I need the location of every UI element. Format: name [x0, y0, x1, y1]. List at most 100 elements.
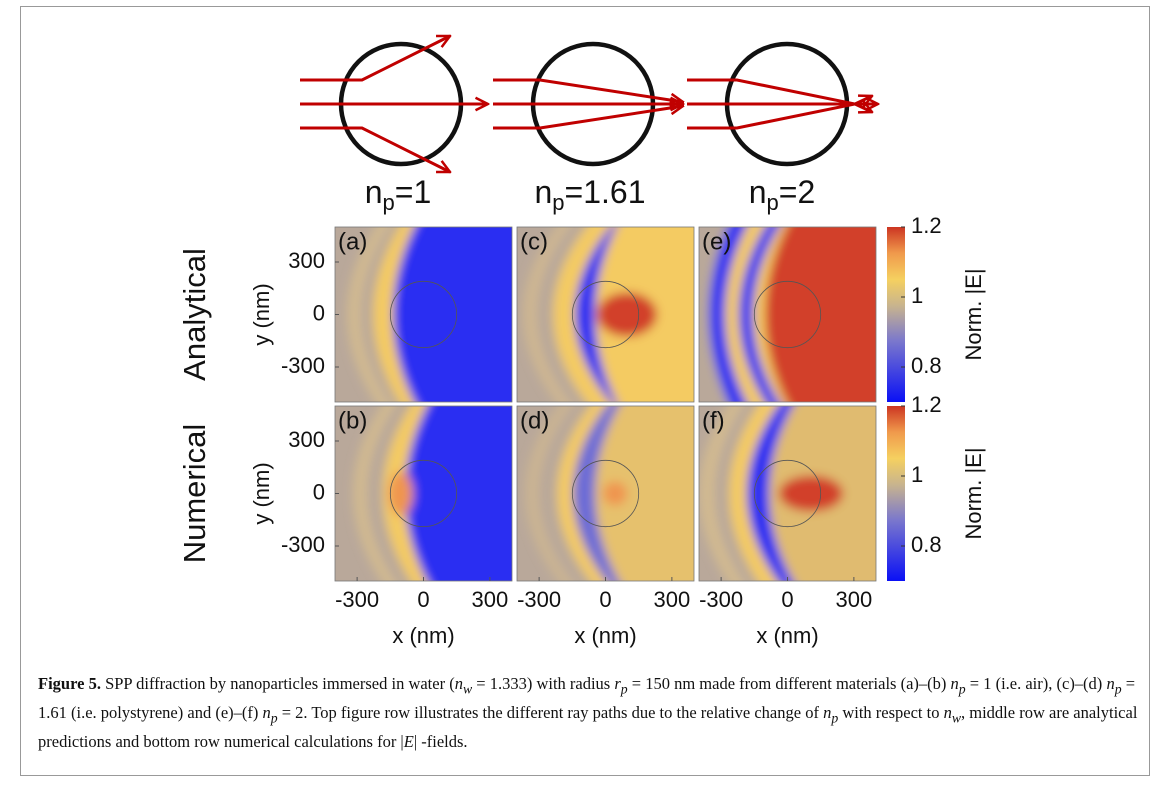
caption-text: p	[958, 681, 966, 697]
ray-label-eq: =2	[779, 174, 815, 210]
y-tick-label: 300	[288, 248, 325, 273]
ray-label: np=1.61	[534, 174, 645, 214]
heatmap	[335, 227, 512, 402]
caption-text: w	[462, 681, 473, 697]
caption-text: = 2. Top figure row illustrates the diff…	[277, 702, 824, 722]
ray-label-sub: p	[767, 190, 779, 215]
field-band	[405, 406, 512, 581]
colorbar-tick-label: 1	[911, 283, 923, 308]
colorbar	[887, 406, 905, 581]
panel-border	[698, 226, 877, 403]
caption-text: SPP diffraction by nanoparticles immerse…	[100, 674, 455, 693]
x-tick-label: -300	[335, 587, 379, 612]
caption-text: = 1.333) with radius	[472, 674, 615, 693]
field-blob	[779, 284, 876, 345]
field-blob	[603, 481, 627, 506]
ray	[300, 126, 450, 174]
heatmap-bands	[699, 406, 876, 581]
caption-text: = 1 (i.e. air), (c)–(d)	[965, 674, 1107, 693]
ray	[493, 106, 683, 130]
colorbar-tick-label: 0.8	[911, 532, 942, 557]
colorbar	[887, 227, 905, 402]
heatmap	[699, 406, 876, 581]
field-blob	[407, 284, 487, 345]
heatmap-bands	[353, 406, 512, 581]
panel-letter: (a)	[338, 228, 367, 255]
caption-text: n	[262, 702, 271, 722]
colorbar-label: Norm. |E|	[961, 447, 986, 539]
colorbar-tick-label: 1	[911, 462, 923, 487]
caption-text: , middle row are analytical predictions …	[38, 702, 1138, 751]
y-tick-label: 0	[313, 300, 325, 325]
heatmap	[517, 227, 694, 402]
panel-letter: (f)	[702, 407, 725, 434]
heatmap-bands	[523, 227, 694, 402]
x-tick-label: 0	[417, 587, 429, 612]
particle-outline	[571, 280, 640, 349]
y-tick-label: -300	[281, 353, 325, 378]
x-tick-label: 0	[599, 587, 611, 612]
caption-text: w	[951, 710, 962, 726]
row-label: Analytical	[177, 248, 212, 381]
ray-label: np=1	[365, 174, 432, 214]
x-tick-label: -300	[517, 587, 561, 612]
x-tick-label: 300	[654, 587, 691, 612]
ray	[493, 78, 683, 102]
panel-border	[516, 226, 695, 403]
caption-label: Figure 5.	[38, 674, 101, 693]
ray-label-sub: p	[552, 190, 564, 215]
ray-label-eq: =1	[395, 174, 431, 210]
x-tick-label: 0	[781, 587, 793, 612]
caption-text: n	[943, 702, 952, 722]
ray	[687, 96, 872, 130]
particle-outline	[389, 459, 458, 528]
heatmap-bands	[525, 406, 694, 581]
colorbar-label: Norm. |E|	[961, 268, 986, 360]
heatmap	[335, 406, 512, 581]
x-axis-label: x (nm)	[392, 623, 454, 648]
ray	[300, 34, 450, 82]
y-tick-label: -300	[281, 532, 325, 557]
ray-diagrams	[300, 34, 878, 174]
field-blob	[597, 292, 657, 337]
caption-text: | -fields.	[413, 731, 468, 751]
caption-text: p	[831, 710, 839, 726]
caption-text: n	[823, 702, 832, 722]
colorbar-tick-label: 1.2	[911, 213, 942, 238]
colorbar-tick-label: 1.2	[911, 392, 942, 417]
caption: Figure 5. SPP diffraction by nanoparticl…	[38, 672, 1138, 753]
caption-text: E	[403, 731, 414, 751]
row-label: Numerical	[177, 424, 212, 564]
caption-text: p	[1114, 681, 1122, 697]
heatmap	[699, 227, 876, 402]
panel-letter: (c)	[520, 228, 548, 255]
ray-label-symbol: n	[749, 174, 767, 210]
particle-outline	[571, 459, 640, 528]
caption-text: = 1.61 (i.e. polystyrene) and (e)–(f)	[38, 674, 1135, 722]
caption-text: p	[620, 681, 628, 697]
heatmap-bands	[699, 227, 876, 402]
field-blob	[779, 475, 843, 512]
ray-label-symbol: n	[534, 174, 552, 210]
ray	[687, 78, 872, 112]
caption-text: = 150 nm made from different materials (…	[627, 674, 951, 693]
caption-text: n	[454, 674, 463, 693]
y-axis-label: y (nm)	[249, 283, 274, 345]
x-tick-label: 300	[472, 587, 509, 612]
field-blob	[389, 471, 413, 516]
caption-text: n	[1106, 674, 1115, 693]
ray-label-symbol: n	[365, 174, 383, 210]
figure-frame	[20, 6, 1150, 776]
ray-label-sub: p	[383, 190, 395, 215]
panel-letter: (e)	[702, 228, 731, 255]
colorbar-tick-label: 0.8	[911, 353, 942, 378]
figure: np=1 np=1.61 np=2(a)(b)(c)(d)(e)(f)3000-30…	[177, 34, 986, 648]
caption-text: n	[950, 674, 959, 693]
particle-outline	[753, 280, 822, 349]
x-tick-label: 300	[836, 587, 873, 612]
caption-text: r	[614, 674, 621, 693]
heatmap	[517, 406, 694, 581]
ray-label: np=2	[749, 174, 816, 214]
caption-text: p	[270, 710, 278, 726]
